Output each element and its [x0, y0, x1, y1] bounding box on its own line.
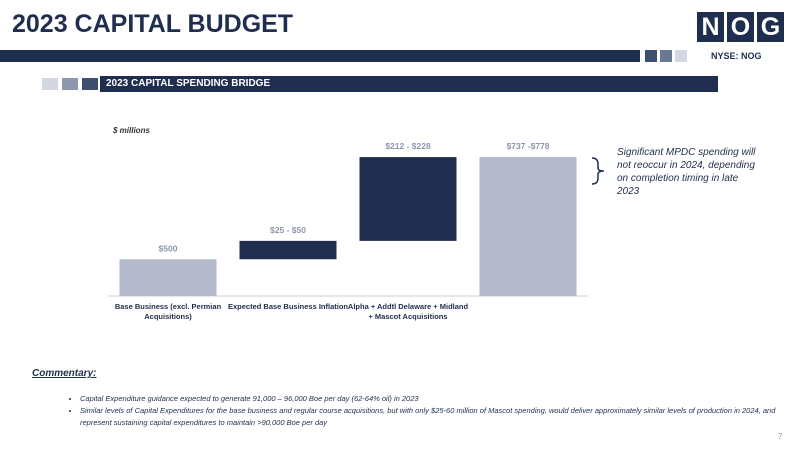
header-square	[645, 50, 657, 62]
logo-letter: G	[757, 12, 784, 42]
header-bar	[0, 50, 640, 62]
bar	[119, 259, 217, 296]
bar	[359, 157, 457, 241]
bullet: Similar levels of Capital Expenditures f…	[80, 405, 790, 429]
section-square	[62, 78, 78, 90]
section-square	[42, 78, 58, 90]
section-square	[82, 78, 98, 90]
bar	[479, 157, 577, 296]
commentary-list: Capital Expenditure guidance expected to…	[60, 393, 790, 429]
ticker: NYSE: NOG	[711, 51, 762, 61]
header-square	[675, 50, 687, 62]
x-tick-label: Base Business (excl. Permian Acquisition…	[114, 302, 222, 321]
value-label: $25 - $50	[270, 225, 306, 235]
header-square	[660, 50, 672, 62]
annotation: Significant MPDC spending will not reocc…	[617, 147, 756, 197]
section-title: 2023 CAPITAL SPENDING BRIDGE	[100, 76, 718, 92]
unit-label: $ millions	[113, 126, 150, 135]
bracket	[591, 157, 605, 185]
slide-title: 2023 CAPITAL BUDGET	[12, 10, 294, 38]
page-number: 7	[778, 432, 783, 441]
commentary-title: Commentary:	[32, 368, 97, 379]
value-label: $737 -$778	[506, 141, 549, 151]
bar	[239, 240, 337, 260]
bullet: Capital Expenditure guidance expected to…	[80, 393, 790, 405]
value-label: $212 - $228	[385, 141, 431, 151]
x-tick-label: Alpha + Addtl Delaware + Midland + Masco…	[347, 302, 469, 321]
x-tick-label: Expected Base Business Inflation	[227, 302, 349, 311]
logo-letter: O	[727, 12, 754, 42]
logo-letter: N	[697, 12, 724, 42]
value-label: $500	[159, 243, 178, 253]
